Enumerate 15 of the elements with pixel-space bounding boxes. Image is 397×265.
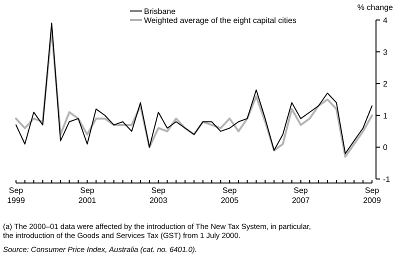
legend-label: Brisbane xyxy=(144,7,176,16)
x-tick-label: Sep 2005 xyxy=(220,186,240,205)
legend-label: Weighted average of the eight capital cities xyxy=(144,16,296,25)
x-tick-label: Sep 2003 xyxy=(149,186,168,205)
y-tick-label: 1 xyxy=(383,111,388,120)
x-tick-label: Sep 2007 xyxy=(292,186,310,205)
y-tick-label: 3 xyxy=(383,48,388,57)
y-tick-label: 4 xyxy=(383,16,388,25)
y-tick-label: 0 xyxy=(383,143,388,152)
y-tick-label: 2 xyxy=(383,80,388,89)
x-tick-label: Sep 2009 xyxy=(363,186,382,205)
x-tick-label: Sep 2001 xyxy=(78,186,97,205)
x-tick-label: Sep 1999 xyxy=(7,186,26,205)
y-axis-title: % change xyxy=(357,3,394,12)
y-tick-label: -1 xyxy=(383,175,391,184)
